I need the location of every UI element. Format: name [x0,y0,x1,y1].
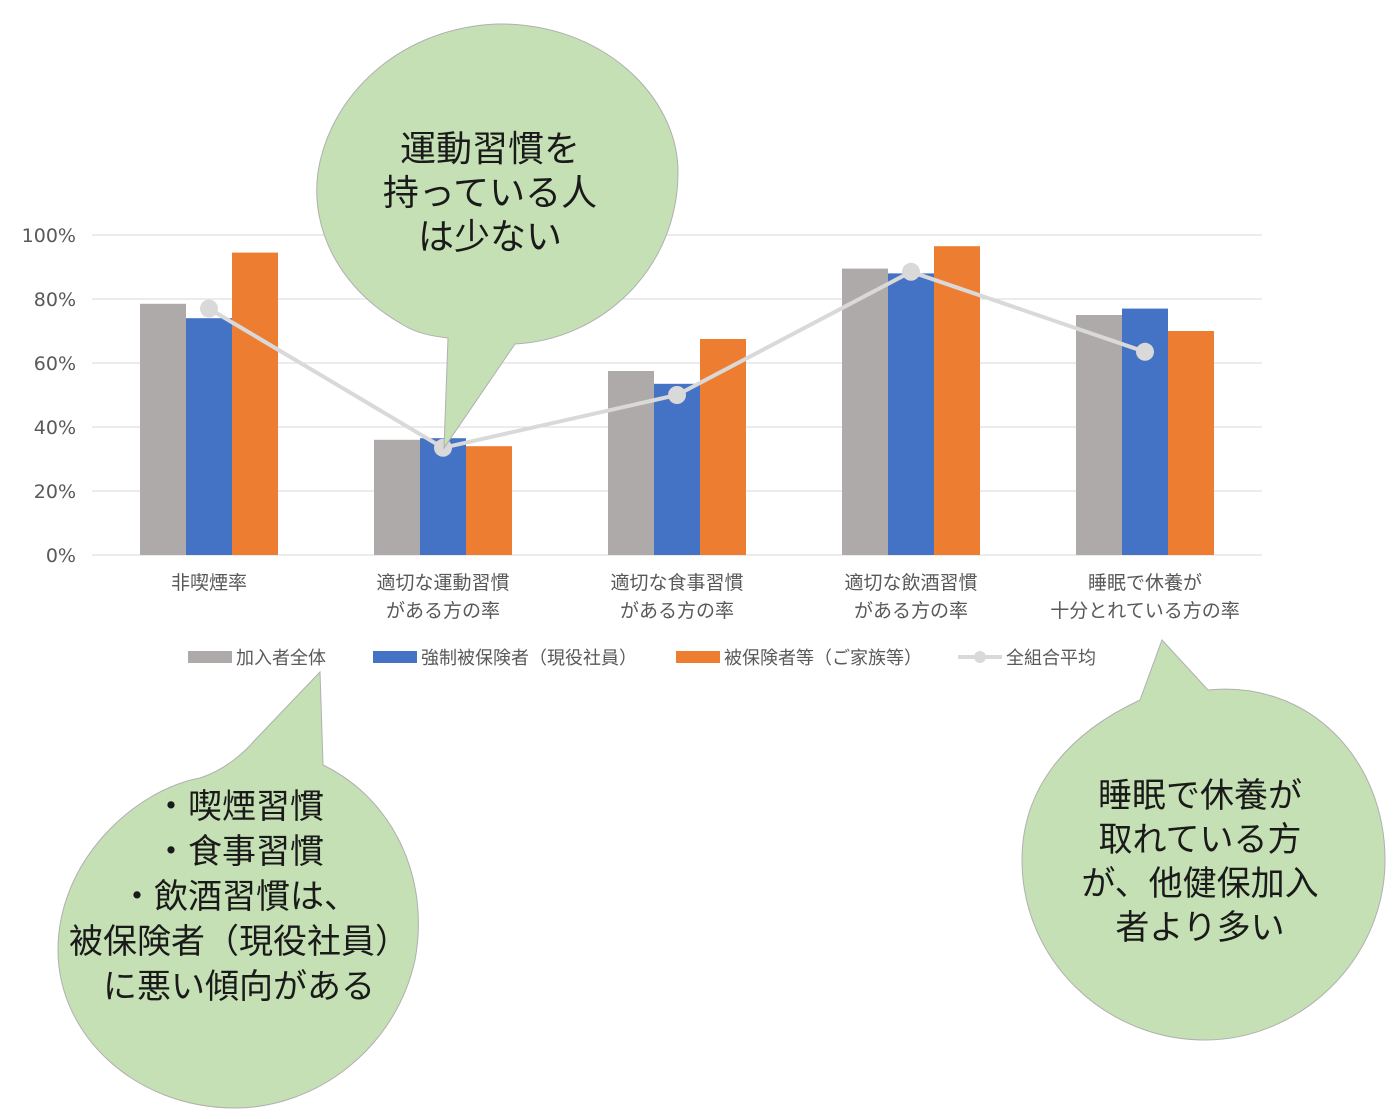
callout-line: が、他健保加入 [1081,864,1319,904]
bars [140,246,1214,555]
callout-text-employees: ・喫煙習慣 ・食事習慣 ・飲酒習慣は、 被保険者（現役社員） に悪い傾向がある [44,785,434,1010]
x-tick-label: 十分とれている方の率 [1050,600,1239,622]
bar [888,273,934,555]
callout-line: ・食事習慣 [154,832,324,872]
x-axis: 非喫煙率 適切な運動習慣がある方の率適切な食事習慣がある方の率適切な飲酒習慣がある… [171,572,1240,622]
callout-line: 者より多い [1115,908,1285,948]
legend-swatch-marker [974,651,986,663]
callout-bubble-employees [57,670,419,1109]
x-tick-label: 適切な飲酒習慣 [844,572,977,594]
x-tick-label: 適切な食事習慣 [610,572,743,594]
x-tick-label: がある方の率 [386,600,500,622]
average-point [902,262,920,281]
legend-label: 被保険者等（ご家族等） [724,648,922,669]
bar [700,339,746,555]
callout-text-sleep: 睡眠で休養が 取れている方 が、他健保加入 者より多い [1040,774,1360,950]
callout-line: ・飲酒習慣は、 [120,877,358,917]
legend-swatch [676,651,720,663]
average-point [1136,342,1154,361]
legend-swatch [188,651,232,663]
average-point [434,438,452,457]
bar [1076,315,1122,555]
x-tick-label: 非喫煙率 [171,572,247,594]
y-tick-label: 80% [34,289,76,311]
callout-bubble-sleep [1021,639,1386,1041]
legend-swatch [373,651,417,663]
bar [420,438,466,555]
y-tick-label: 100% [22,225,76,247]
bar [466,446,512,555]
callout-line: に悪い傾向がある [103,967,375,1007]
legend-label: 加入者全体 [236,648,326,669]
y-tick-label: 20% [34,481,76,503]
x-tick-label: 睡眠で休養が [1088,572,1202,594]
legend-label: 全組合平均 [1006,648,1096,669]
callout-line: 持っている人 [382,173,598,214]
callout-line: 運動習慣を [399,129,580,170]
bar [186,318,232,555]
callout-line: 取れている方 [1098,820,1302,860]
bar [232,252,278,555]
average-line [200,262,1154,457]
bar [608,371,654,555]
y-tick-label: 40% [34,417,76,439]
y-axis: 0% 20% 40% 60% 80% 100% [22,225,76,567]
y-tick-label: 0% [46,545,76,567]
callout-bubbles [57,23,1386,1109]
callout-bubble-exercise [316,23,679,450]
bar [654,383,700,555]
callout-text-exercise: 運動習慣を 持っている人 は少ない [300,128,680,260]
bar [1168,331,1214,555]
callout-line: は少ない [417,217,562,258]
bar [934,246,980,555]
y-tick-label: 60% [34,353,76,375]
average-point [668,386,686,404]
x-tick-label: 適切な運動習慣 [376,572,509,594]
legend-label: 強制被保険者（現役社員） [421,648,637,669]
bar [842,268,888,555]
bar [140,303,186,555]
average-point [200,299,218,318]
x-tick-label: がある方の率 [854,600,968,622]
bar [374,439,420,555]
callout-line: 睡眠で休養が [1098,776,1302,816]
callout-line: 被保険者（現役社員） [69,922,409,962]
x-tick-label: がある方の率 [620,600,734,622]
callout-line: ・喫煙習慣 [154,787,324,827]
legend: 加入者全体 強制被保険者（現役社員） 被保険者等（ご家族等） 全組合平均 [188,648,1096,669]
